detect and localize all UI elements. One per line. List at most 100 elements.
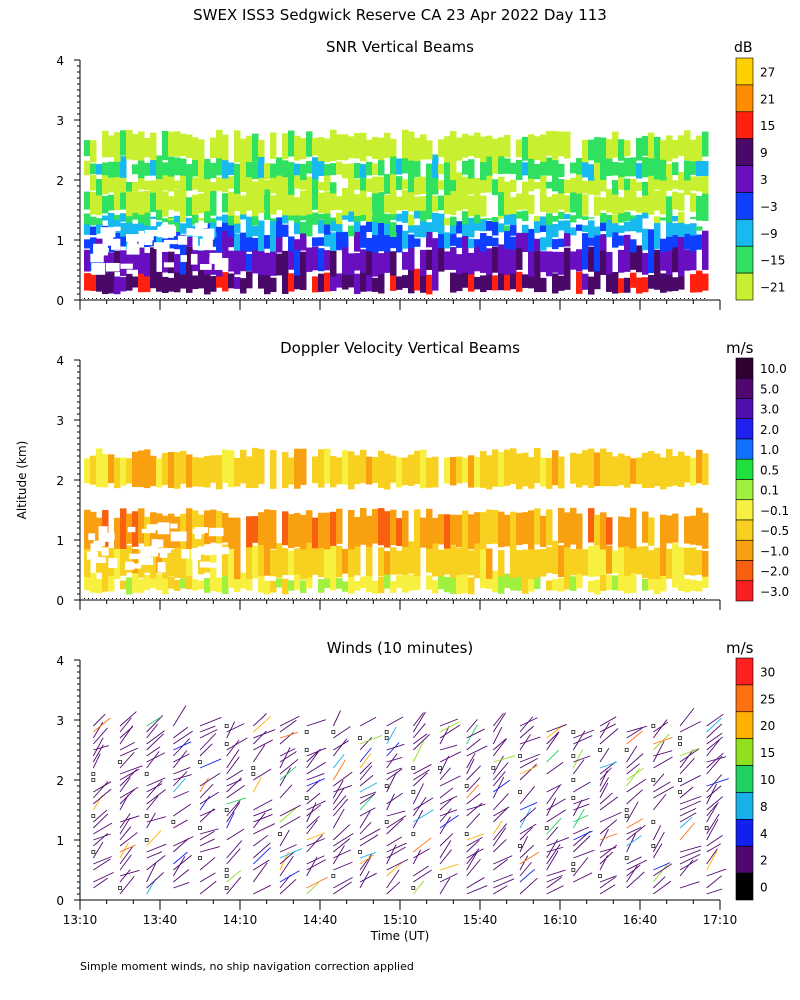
heatmap-cell xyxy=(90,237,97,246)
heatmap-cell xyxy=(588,276,595,295)
heatmap-cell xyxy=(444,576,451,593)
heatmap-cell xyxy=(702,161,709,176)
heatmap-cell xyxy=(234,173,241,194)
wind-barb xyxy=(253,768,272,781)
heatmap-cell xyxy=(690,139,697,162)
heatmap-cell xyxy=(558,275,565,291)
missing-data-patch xyxy=(199,561,210,568)
heatmap-cell xyxy=(528,544,535,580)
heatmap-cell xyxy=(462,190,469,210)
wind-barb xyxy=(173,738,191,757)
heatmap-cell xyxy=(684,455,691,483)
heatmap-cell xyxy=(384,213,391,224)
heatmap-cell xyxy=(408,190,415,212)
missing-data-patch xyxy=(214,258,229,270)
heatmap-cell xyxy=(270,173,277,194)
heatmap-cell xyxy=(678,192,685,211)
heatmap-cell xyxy=(600,177,607,192)
heatmap-cell xyxy=(654,249,661,277)
wind-barb xyxy=(386,859,409,871)
heatmap-cell xyxy=(324,448,331,484)
wind-barb xyxy=(226,749,240,769)
heatmap-cell xyxy=(498,511,505,548)
heatmap-cell xyxy=(702,175,709,194)
wind-barb xyxy=(493,755,516,763)
heatmap-cell xyxy=(384,551,391,575)
heatmap-cell xyxy=(528,194,535,215)
heatmap-cell xyxy=(618,197,625,214)
wind-barb xyxy=(679,853,701,865)
calm-wind-marker xyxy=(571,778,576,782)
colorbar-label: −21 xyxy=(760,281,785,295)
wind-barb xyxy=(652,740,665,763)
colorbar-label: −0.5 xyxy=(760,524,789,538)
heatmap-cell xyxy=(606,575,613,590)
wind-barb xyxy=(519,753,541,763)
heatmap-cell xyxy=(402,251,409,270)
wind-barb xyxy=(706,848,718,865)
heatmap-cell xyxy=(642,546,649,579)
heatmap-cell xyxy=(576,541,583,574)
heatmap-cell xyxy=(450,177,457,192)
heatmap-cell xyxy=(588,508,595,543)
missing-data-patch xyxy=(170,523,178,529)
wind-barb xyxy=(626,767,644,781)
y-tick-label: 4 xyxy=(56,54,64,68)
heatmap-cell xyxy=(438,575,445,590)
heatmap-cell xyxy=(378,137,385,161)
heatmap-cell xyxy=(354,179,361,190)
heatmap-cell xyxy=(576,513,583,549)
heatmap-cell xyxy=(450,156,457,181)
heatmap-cell xyxy=(282,210,289,224)
wind-barb xyxy=(306,748,321,769)
heatmap-cell xyxy=(120,580,127,590)
heatmap-cell xyxy=(672,139,679,159)
heatmap-cell xyxy=(366,571,373,593)
colorbar-swatch xyxy=(735,792,754,820)
heatmap-cell xyxy=(144,190,151,213)
wind-barb xyxy=(359,735,383,745)
heatmap-cell xyxy=(108,174,115,193)
heatmap-cell xyxy=(432,540,439,577)
heatmap-cell xyxy=(696,209,703,221)
heatmap-cell xyxy=(156,176,163,195)
heatmap-cell xyxy=(636,214,643,222)
heatmap-cell xyxy=(270,233,277,252)
wind-barb xyxy=(386,771,397,793)
wind-barb xyxy=(466,851,478,871)
heatmap-cell xyxy=(414,196,421,211)
heatmap-cell xyxy=(336,578,343,589)
wind-barb xyxy=(492,771,506,787)
heatmap-cell xyxy=(576,271,583,294)
heatmap-cell xyxy=(336,273,343,288)
heatmap-cell xyxy=(180,223,187,234)
heatmap-cell xyxy=(606,452,613,487)
wind-barb xyxy=(253,739,273,751)
heatmap-cell xyxy=(402,211,409,223)
heatmap-cell xyxy=(582,139,589,163)
heatmap-cell xyxy=(522,187,529,210)
wind-barb xyxy=(173,753,190,763)
heatmap-cell xyxy=(330,129,337,162)
wind-barb xyxy=(279,758,299,775)
wind-barb xyxy=(306,800,326,811)
heatmap-cell xyxy=(282,224,289,237)
wind-barb xyxy=(306,761,326,775)
heatmap-cell xyxy=(234,545,241,580)
heatmap-cell xyxy=(666,135,673,162)
wind-barb xyxy=(386,881,401,895)
heatmap-cell xyxy=(174,219,181,232)
wind-barb xyxy=(706,796,724,811)
wind-barb xyxy=(306,778,326,787)
heatmap-cell xyxy=(264,235,271,249)
heatmap-cell xyxy=(282,175,289,191)
heatmap-cell xyxy=(348,210,355,222)
heatmap-cell xyxy=(522,231,529,253)
heatmap-cell xyxy=(444,541,451,575)
heatmap-cell xyxy=(252,516,259,543)
heatmap-cell xyxy=(498,176,505,193)
heatmap-cell xyxy=(150,455,157,487)
heatmap-cell xyxy=(528,457,535,489)
heatmap-cell xyxy=(528,575,535,592)
